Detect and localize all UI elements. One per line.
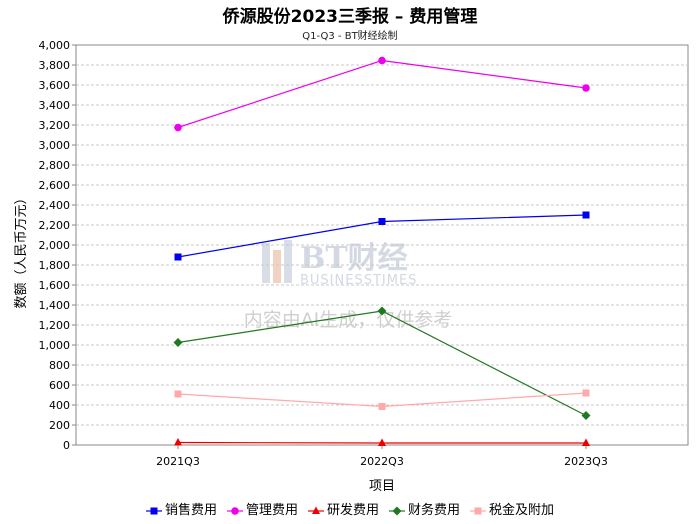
legend-label: 税金及附加 <box>489 503 555 518</box>
y-tick-label: 3,200 <box>39 119 71 132</box>
data-point <box>174 123 182 132</box>
x-tick-label: 2022Q3 <box>360 455 404 468</box>
legend-item: 研发费用 <box>307 499 379 518</box>
x-tick-label: 2023Q3 <box>564 455 608 468</box>
y-tick-label: 2,600 <box>39 179 71 192</box>
legend-label: 财务费用 <box>408 503 461 518</box>
y-tick-label: 3,000 <box>39 139 71 152</box>
legend-symbol <box>470 507 487 514</box>
legend-label: 研发费用 <box>326 503 379 518</box>
watermark-logo-subtext: BUSINESSTIMES <box>300 273 417 288</box>
series-3 <box>173 306 591 420</box>
data-point <box>378 438 386 446</box>
data-point <box>377 306 387 316</box>
y-tick-label: 2,800 <box>39 159 71 172</box>
legend-label: 管理费用 <box>245 503 298 518</box>
x-tick-label: 2021Q3 <box>156 455 200 468</box>
data-point <box>582 211 590 219</box>
legend-item: 财务费用 <box>389 499 460 518</box>
data-point <box>378 56 386 65</box>
x-axis-title: 项目 <box>369 479 395 494</box>
y-tick-label: 4,000 <box>39 39 71 52</box>
y-tick-label: 400 <box>49 399 70 412</box>
series-2 <box>174 438 590 446</box>
y-tick-label: 1,000 <box>39 339 71 352</box>
watermark-logo-text: BT财经 <box>300 241 408 276</box>
data-point <box>174 253 182 261</box>
watermark-logo-bar-2 <box>273 250 281 283</box>
series-4 <box>174 389 590 410</box>
y-tick-label: 800 <box>49 359 70 372</box>
chart-title: 侨源股份2023三季报 – 费用管理 <box>222 7 478 27</box>
y-tick-label: 1,600 <box>39 279 71 292</box>
y-tick-label: 3,600 <box>39 79 71 92</box>
y-tick-label: 200 <box>49 419 70 432</box>
y-tick-label: 600 <box>49 379 70 392</box>
legend-item: 管理费用 <box>226 499 298 518</box>
y-tick-label: 2,000 <box>39 239 71 252</box>
data-point <box>582 389 590 397</box>
data-point <box>150 507 158 514</box>
legend-symbol <box>226 506 243 515</box>
legend-symbol <box>307 506 324 514</box>
watermark: BT财经 BUSINESSTIMES 内容由AI生成，仅供参考 <box>244 240 453 331</box>
y-tick-label: 1,400 <box>39 299 71 312</box>
data-point <box>378 218 386 225</box>
legend-symbol <box>389 506 405 515</box>
legend-label: 销售费用 <box>164 503 217 518</box>
y-tick-label: 0 <box>63 439 70 452</box>
data-point <box>174 390 182 398</box>
y-tick-label: 1,800 <box>39 259 71 272</box>
y-tick-label: 3,800 <box>39 59 71 72</box>
data-point <box>392 506 402 515</box>
y-tick-label: 2,400 <box>39 199 71 212</box>
watermark-notice: 内容由AI生成，仅供参考 <box>244 309 453 331</box>
chart-subtitle: Q1-Q3 - BT财经绘制 <box>302 31 398 42</box>
y-axis-title: 数额（人民币万元） <box>14 191 29 308</box>
watermark-logo-bar-1 <box>262 243 270 283</box>
legend: 销售费用 管理费用 研发费用 财务费用 税金及附加 <box>0 499 700 518</box>
data-point <box>173 338 183 347</box>
data-point <box>174 438 182 446</box>
data-point <box>378 403 386 410</box>
y-tick-label: 1,200 <box>39 319 71 332</box>
series-0 <box>174 211 590 261</box>
legend-item: 销售费用 <box>145 499 217 518</box>
data-point <box>581 411 591 420</box>
data-point <box>582 438 590 446</box>
legend-symbol <box>145 507 162 514</box>
y-tick-label: 2,200 <box>39 219 71 232</box>
data-point <box>474 507 482 514</box>
data-point <box>231 506 239 515</box>
data-point <box>582 84 590 92</box>
y-tick-label: 3,400 <box>39 99 71 112</box>
legend-item: 税金及附加 <box>470 499 554 518</box>
data-point <box>311 506 320 514</box>
series-1 <box>174 56 590 132</box>
watermark-logo-bar-3 <box>284 240 292 283</box>
